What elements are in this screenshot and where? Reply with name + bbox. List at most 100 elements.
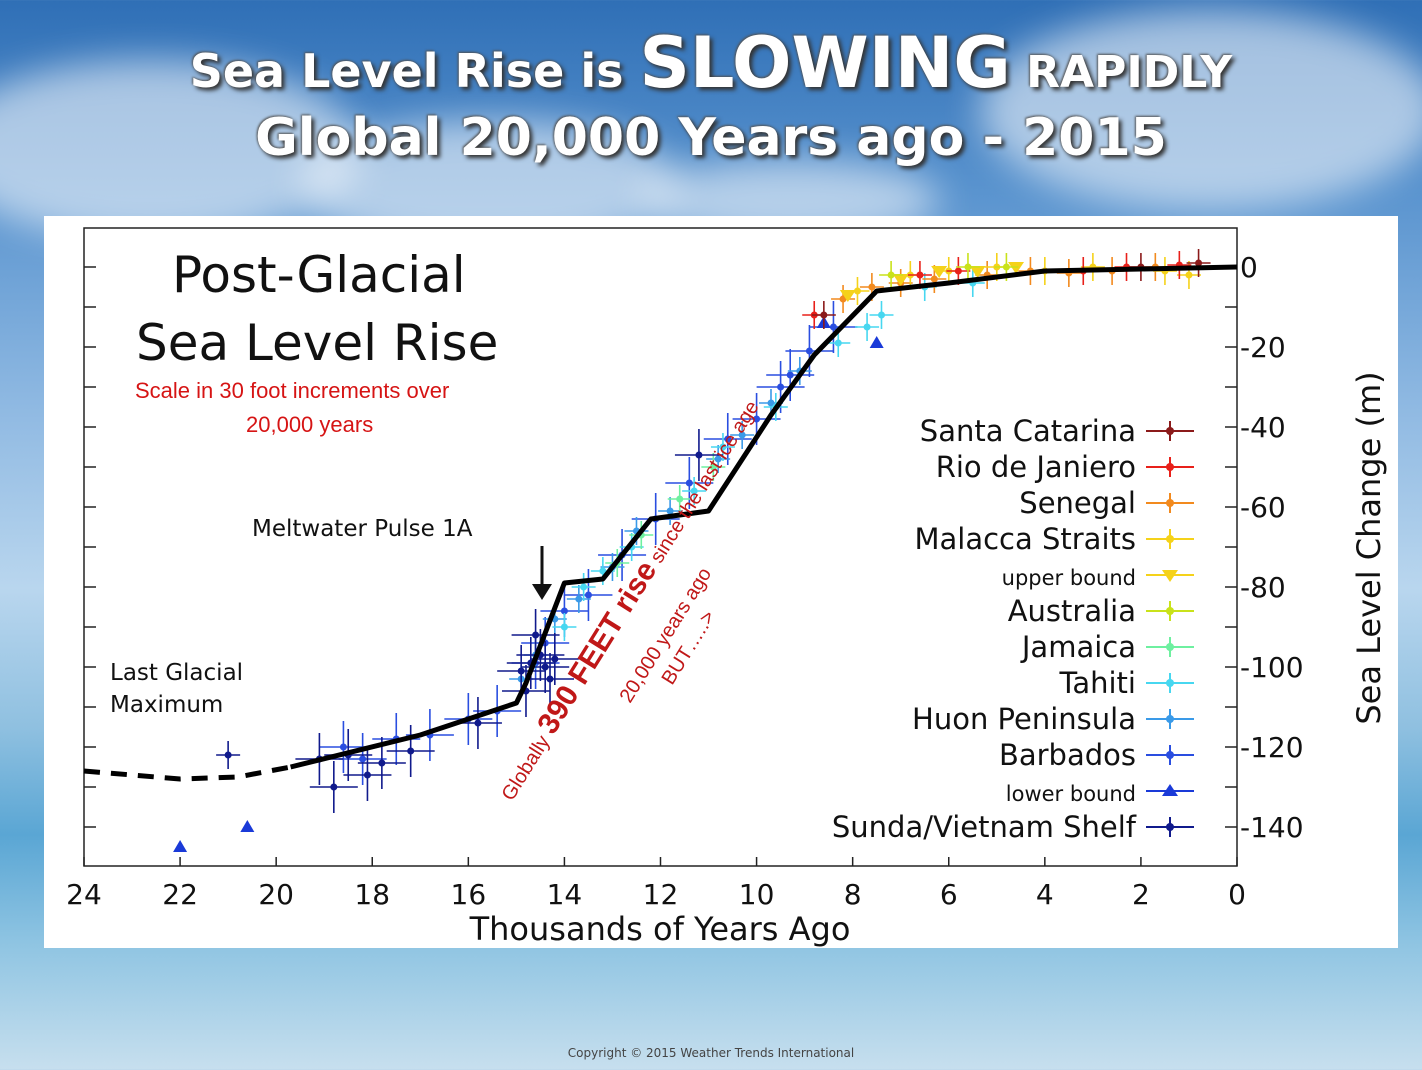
- sunda-point: [363, 771, 371, 779]
- legend-swatch-marker: [1166, 535, 1174, 543]
- lgm-label-line2: Maximum: [110, 692, 223, 718]
- x-tick-label: 16: [451, 878, 487, 911]
- tahiti-point: [690, 487, 698, 495]
- x-tick-label: 2: [1132, 878, 1150, 911]
- diag-390-feet: 390 FEET rise: [531, 555, 663, 739]
- barbados-point: [805, 347, 813, 355]
- slide-subtitle: Global 20,000 Years ago - 2015: [255, 108, 1167, 168]
- x-tick-label: 20: [258, 878, 294, 911]
- legend-label: Huon Peninsula: [912, 702, 1136, 736]
- lower-bound-point: [869, 336, 884, 348]
- santa-catarina-point: [1195, 259, 1203, 267]
- barbados-point: [685, 479, 693, 487]
- barbados-point: [584, 591, 592, 599]
- legend-label: Tahiti: [1058, 666, 1136, 700]
- y-tick-label: -120: [1240, 731, 1304, 764]
- cloud-decoration: [0, 60, 360, 240]
- scale-note-line2: 20,000 years: [246, 412, 373, 437]
- huon-point: [767, 399, 775, 407]
- y-tick-label: 0: [1240, 251, 1258, 284]
- y-tick-label: -100: [1240, 651, 1304, 684]
- barbados-point: [359, 755, 367, 763]
- sunda-point: [330, 783, 338, 791]
- trend-solid-line: [290, 264, 1238, 770]
- sunda-point: [551, 655, 559, 663]
- legend-label: upper bound: [1002, 566, 1136, 590]
- meltwater-label: Meltwater Pulse 1A: [252, 516, 473, 542]
- sunda-point: [517, 667, 525, 675]
- chart-title-line2: Sea Level Rise: [136, 314, 498, 372]
- barbados-point: [753, 415, 761, 423]
- tahiti-point: [599, 567, 607, 575]
- scale-note-line1: Scale in 30 foot increments over: [135, 378, 449, 403]
- malacca-point: [853, 287, 861, 295]
- senegal-point: [930, 275, 938, 283]
- sunda-point: [378, 759, 386, 767]
- chart-title-line1: Post-Glacial: [172, 246, 466, 304]
- barbados-point: [786, 371, 794, 379]
- x-tick-label: 8: [844, 878, 862, 911]
- y-tick-label: -140: [1240, 811, 1304, 844]
- legend-label: Australia: [1008, 594, 1136, 628]
- huon-point: [575, 595, 583, 603]
- lgm-label-line1: Last Glacial: [110, 660, 243, 686]
- sunda-point: [541, 663, 549, 671]
- legend-label: lower bound: [1006, 782, 1136, 806]
- barbados-point: [560, 607, 568, 615]
- legend-swatch-marker: [1166, 427, 1174, 435]
- barbados-point: [724, 435, 732, 443]
- legend-label: Sunda/Vietnam Shelf: [832, 810, 1137, 844]
- x-tick-label: 10: [739, 878, 775, 911]
- tahiti-point: [863, 323, 871, 331]
- sunda-point: [695, 451, 703, 459]
- jamaica-point: [709, 463, 717, 471]
- legend-swatch-marker: [1166, 751, 1174, 759]
- y-tick-label: -80: [1240, 571, 1286, 604]
- huon-point: [666, 507, 674, 515]
- y-tick-label: -20: [1240, 331, 1286, 364]
- rio-point: [954, 267, 962, 275]
- senegal-point: [868, 283, 876, 291]
- x-tick-label: 14: [547, 878, 583, 911]
- x-tick-label: 12: [643, 878, 679, 911]
- sea-level-chart: 24 22 20 18 16 14 12 10 8 6 4 2 00-20-40-60-80-100-1…: [66, 227, 1388, 948]
- diag-globally: Globally: [498, 727, 558, 805]
- trend-dashed-line: [83, 764, 292, 782]
- lower-bound-point: [240, 820, 255, 832]
- barbados-point: [829, 323, 837, 331]
- upper-bound-point: [892, 274, 909, 286]
- copyright-footer: Copyright © 2015 Weather Trends Internat…: [567, 1046, 855, 1060]
- legend-label: Santa Catarina: [920, 414, 1136, 448]
- svg-text:Globally 390 FEET rise since t: Globally 390 FEET rise since the last ic…: [490, 392, 765, 805]
- barbados-point: [339, 743, 347, 751]
- x-tick-label: 4: [1036, 878, 1054, 911]
- legend-swatch-marker: [1166, 607, 1174, 615]
- malacca-point: [1185, 271, 1193, 279]
- meltwater-arrowhead: [532, 584, 552, 600]
- trend-lines: [83, 264, 1238, 782]
- upper-bound-point: [969, 266, 986, 278]
- legend-swatch-marker: [1166, 643, 1174, 651]
- legend-swatch-marker: [1166, 679, 1174, 687]
- australia-point: [1002, 263, 1010, 271]
- huon-point: [738, 431, 746, 439]
- legend-swatch-marker: [1166, 823, 1174, 831]
- upper-bound-point: [931, 266, 948, 278]
- upper-bound-point: [839, 290, 856, 302]
- slide-title: Sea Level Rise is SLOWING RAPIDLY: [0, 22, 1422, 104]
- cloud-decoration: [980, 10, 1422, 210]
- x-tick-label: 0: [1228, 878, 1246, 911]
- tahiti-point: [560, 623, 568, 631]
- tahiti-point: [877, 311, 885, 319]
- x-tick-label: 18: [354, 878, 390, 911]
- y-tick-label: -40: [1240, 411, 1286, 444]
- chart-panel: 24 22 20 18 16 14 12 10 8 6 4 2 0 0 -20 -40 -60 -80 -100 -1…: [44, 216, 1398, 948]
- diag-since: since the last ice age: [643, 397, 764, 572]
- australia-point: [964, 263, 972, 271]
- y-axis-label: Sea Level Change (m): [1350, 371, 1388, 724]
- upper-bound-point: [1008, 262, 1025, 274]
- santa-catarina-point: [820, 311, 828, 319]
- legend-swatch-marker: [1166, 715, 1174, 723]
- tahiti-point: [580, 583, 588, 591]
